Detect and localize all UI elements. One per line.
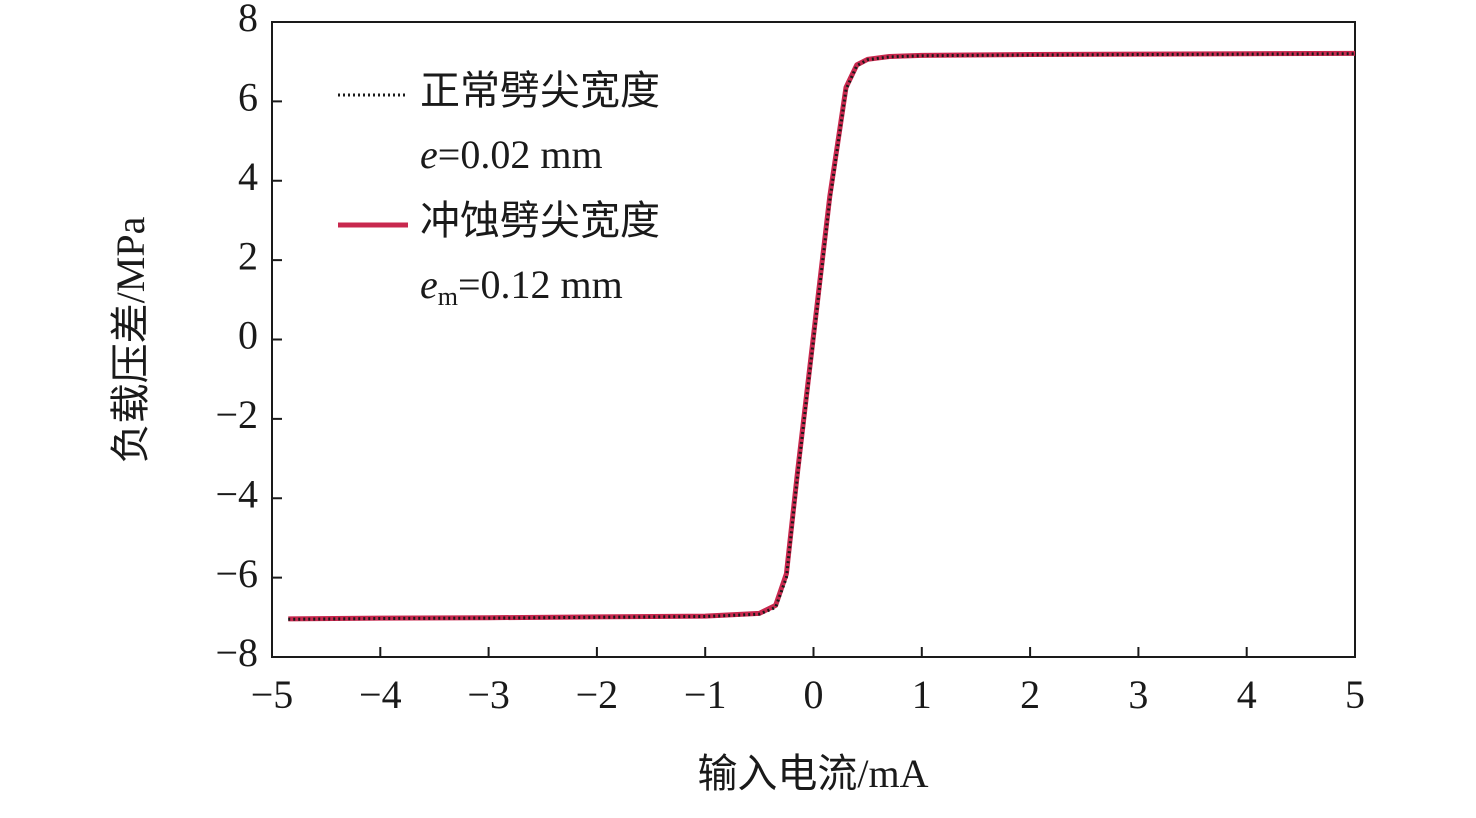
y-tick-label: 6 [238,75,258,120]
legend-sublabel-part: =0.02 mm [438,132,603,177]
legend-label: 正常劈尖宽度 [420,68,660,113]
y-tick-label: −2 [215,392,258,437]
y-axis-label: 负载压差/MPa [108,216,153,463]
y-tick-label: −8 [215,630,258,675]
y-tick-label: 0 [238,313,258,358]
y-tick-label: 2 [238,233,258,278]
x-tick-label: 1 [912,672,932,717]
x-tick-label: −1 [684,672,727,717]
series-line [288,52,1356,621]
x-tick-label: 5 [1345,672,1365,717]
x-tick-label: 0 [804,672,824,717]
x-tick-label: 2 [1020,672,1040,717]
y-tick-label: −6 [215,551,258,596]
y-tick-label: 4 [238,154,258,199]
legend-sublabel: em=0.12 mm [420,262,623,311]
legend-sublabel-part: =0.12 mm [458,262,623,307]
legend-sublabel-part: m [438,282,458,311]
legend-label: 冲蚀劈尖宽度 [420,198,660,243]
x-tick-label: −5 [251,672,294,717]
legend-sublabel-part: e [420,132,438,177]
y-tick-label: 8 [238,0,258,40]
x-tick-label: 3 [1128,672,1148,717]
x-tick-label: −3 [467,672,510,717]
x-axis-label: 输入电流/mA [697,751,928,796]
y-tick-label: −4 [215,471,258,516]
x-tick-label: −4 [359,672,402,717]
legend-sublabel-part: e [420,262,438,307]
legend-sublabel: e=0.02 mm [420,132,603,177]
x-tick-label: −2 [576,672,619,717]
x-tick-label: 4 [1237,672,1257,717]
